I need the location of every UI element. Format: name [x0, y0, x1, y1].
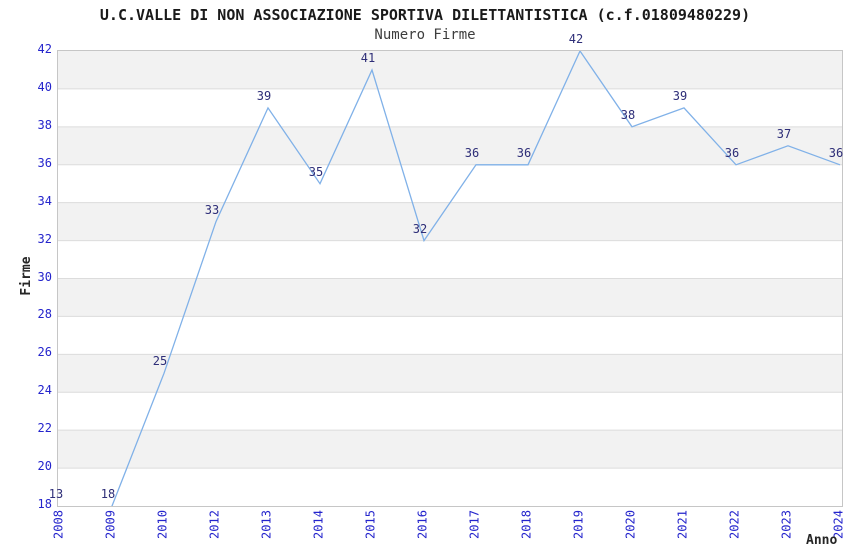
x-axis-title: Anno: [806, 533, 838, 548]
chart-subtitle: Numero Firme: [374, 27, 476, 43]
x-tick-label: 2018: [519, 510, 534, 539]
y-tick-label: 18: [37, 497, 52, 511]
y-tick-label: 26: [37, 345, 52, 360]
x-tick-label: 2014: [311, 510, 326, 539]
y-tick-label: 32: [37, 231, 52, 246]
x-tick-label: 2015: [363, 510, 378, 539]
data-point-label: 32: [412, 221, 428, 236]
x-tick-label: 2022: [727, 510, 742, 539]
y-tick-label: 28: [37, 307, 52, 322]
y-tick-label: 34: [37, 193, 52, 208]
x-tick-label: 2012: [207, 510, 222, 539]
data-point-label: 33: [204, 202, 220, 217]
x-tick-label: 2021: [675, 510, 690, 539]
x-tick-label: 2017: [467, 510, 482, 539]
data-point-label: 35: [308, 164, 324, 179]
plot-area: 13 18 25 33 39 35 41 32 36 36 42 38 39 36 37 36: [49, 33, 844, 507]
y-tick-label: 24: [37, 383, 52, 398]
x-tick-label: 2013: [259, 510, 274, 539]
data-point-label: 41: [360, 50, 376, 65]
x-tick-label: 2010: [155, 510, 170, 539]
line-chart-svg: [58, 51, 842, 506]
data-point-label: 13: [48, 487, 64, 501]
y-tick-label: 30: [37, 269, 52, 284]
y-tick-label: 36: [37, 155, 52, 170]
data-point-label: 42: [568, 32, 584, 46]
y-tick-label: 20: [37, 459, 52, 474]
data-point-label: 25: [152, 354, 168, 369]
data-point-label: 36: [464, 145, 480, 160]
data-point-label: 36: [828, 145, 844, 160]
x-tick-label: 2019: [571, 510, 586, 539]
y-tick-label: 22: [37, 421, 52, 436]
data-point-label: 18: [100, 487, 116, 501]
x-tick-label: 2023: [779, 510, 794, 539]
x-tick-label: 2016: [415, 510, 430, 539]
y-tick-label: 38: [37, 117, 52, 132]
data-point-label: 39: [672, 88, 688, 103]
data-point-label: 36: [724, 145, 740, 160]
x-tick-label: 2020: [623, 510, 638, 539]
x-tick-label: 2008: [51, 510, 66, 539]
data-point-label: 38: [620, 107, 636, 122]
data-point-label: 36: [516, 145, 532, 160]
y-tick-label: 42: [37, 42, 52, 56]
x-tick-label: 2009: [103, 510, 118, 539]
data-point-label: 37: [776, 126, 792, 141]
data-point-label: 39: [256, 88, 272, 103]
y-tick-label: 40: [37, 79, 52, 94]
chart-title: U.C.VALLE DI NON ASSOCIAZIONE SPORTIVA D…: [99, 6, 751, 24]
